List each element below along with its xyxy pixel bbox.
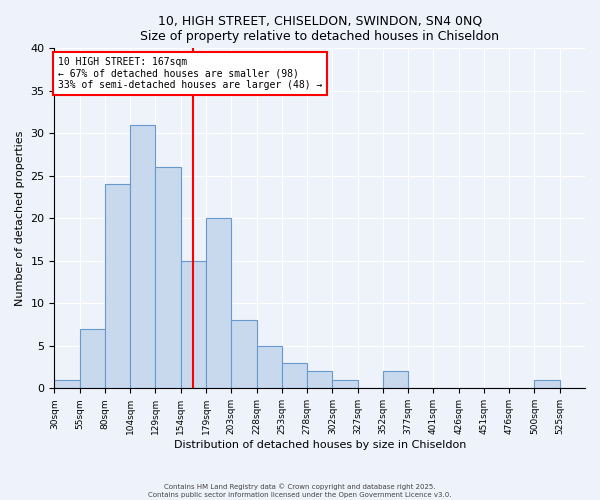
Bar (257, 346, 282, 389)
Bar (282, 363, 307, 388)
Bar (231, 320, 257, 388)
Y-axis label: Number of detached properties: Number of detached properties (15, 130, 25, 306)
Bar (307, 372, 332, 388)
X-axis label: Distribution of detached houses by size in Chiseldon: Distribution of detached houses by size … (173, 440, 466, 450)
Bar (181, 261, 206, 388)
Bar (155, 168, 181, 388)
Bar (105, 184, 130, 388)
Bar (383, 372, 408, 388)
Bar (332, 380, 358, 388)
Bar (130, 125, 155, 388)
Text: Contains HM Land Registry data © Crown copyright and database right 2025.
Contai: Contains HM Land Registry data © Crown c… (148, 484, 452, 498)
Bar (535, 380, 560, 388)
Text: 10 HIGH STREET: 167sqm
← 67% of detached houses are smaller (98)
33% of semi-det: 10 HIGH STREET: 167sqm ← 67% of detached… (58, 57, 323, 90)
Bar (55, 380, 80, 388)
Bar (206, 218, 231, 388)
Bar (80, 329, 105, 388)
Title: 10, HIGH STREET, CHISELDON, SWINDON, SN4 0NQ
Size of property relative to detach: 10, HIGH STREET, CHISELDON, SWINDON, SN4… (140, 15, 499, 43)
